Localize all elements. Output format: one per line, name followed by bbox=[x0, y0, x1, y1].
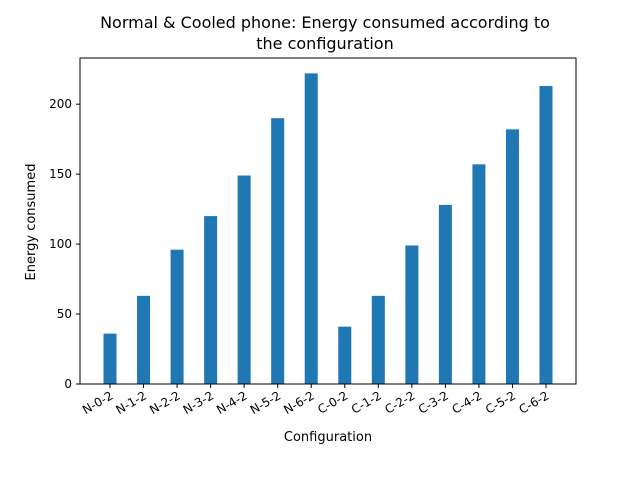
chart-title-line-2: the configuration bbox=[256, 34, 393, 53]
plot-frame bbox=[79, 57, 577, 385]
bar-N-1-2 bbox=[137, 295, 151, 384]
bar-C-5-2 bbox=[505, 129, 519, 384]
bar-N-6-2 bbox=[304, 73, 318, 384]
bar-N-4-2 bbox=[237, 175, 251, 384]
y-tick-label: 0 bbox=[64, 377, 72, 391]
y-axis-label: Energy consumed bbox=[24, 164, 39, 281]
y-tick-label: 100 bbox=[49, 237, 72, 251]
bar-C-2-2 bbox=[405, 245, 419, 384]
y-tick-label: 150 bbox=[49, 167, 72, 181]
y-tick-label: 200 bbox=[49, 97, 72, 111]
bar-C-6-2 bbox=[539, 85, 553, 384]
x-axis-label: Configuration bbox=[284, 430, 372, 445]
bar-N-0-2 bbox=[103, 333, 117, 384]
y-tick-label: 50 bbox=[57, 307, 72, 321]
bar-N-5-2 bbox=[271, 118, 285, 384]
y-axis-ticks: 0 50 100 150 200 bbox=[49, 97, 80, 391]
bar-C-0-2 bbox=[338, 326, 352, 384]
bars-group bbox=[103, 73, 553, 384]
bar-C-3-2 bbox=[438, 204, 452, 384]
chart-title-line-1: Normal & Cooled phone: Energy consumed a… bbox=[100, 13, 550, 32]
bar-C-4-2 bbox=[472, 164, 486, 384]
bar-N-2-2 bbox=[170, 249, 184, 384]
bar-N-3-2 bbox=[204, 216, 218, 384]
bar-C-1-2 bbox=[371, 295, 385, 384]
